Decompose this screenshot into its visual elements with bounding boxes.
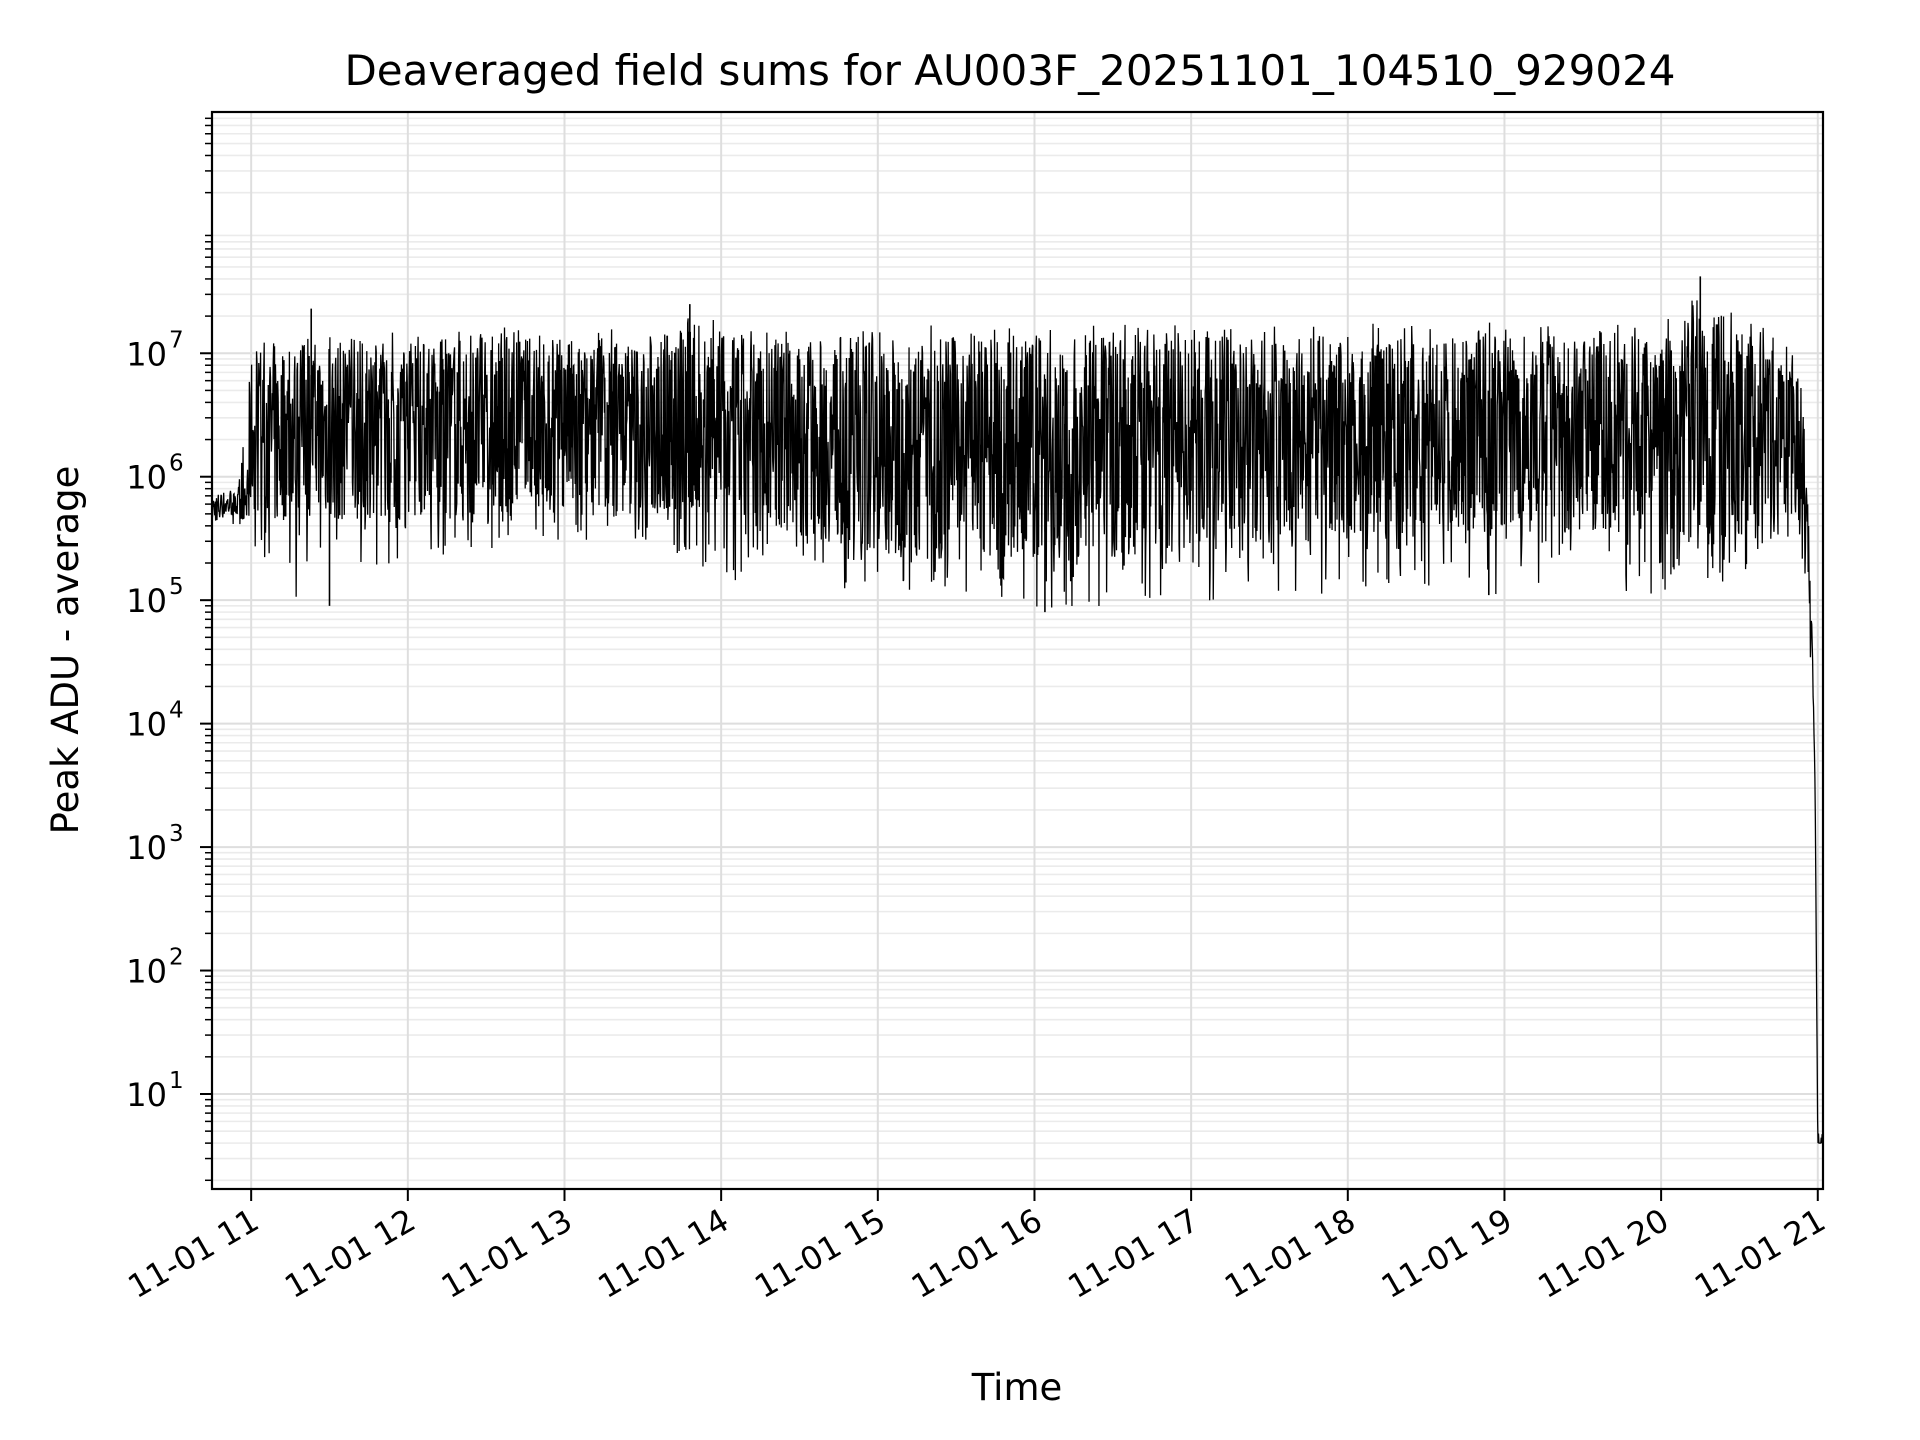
y-tick-exponent: 6 [169,451,184,477]
x-tick-label: 11-01 17 [1062,1201,1206,1306]
series-line [211,300,1824,1144]
y-tick-label: 10 [126,459,167,497]
plot-frame [210,110,1825,1191]
y-tick-label: 10 [126,706,167,744]
y-tick-label: 10 [126,335,167,373]
x-tick-label: 11-01 21 [1688,1201,1832,1306]
y-tick-exponent: 5 [169,574,184,600]
y-axis-label: Peak ADU - average [44,466,87,835]
y-tick-label: 10 [126,953,167,991]
plot-area [211,276,1824,1144]
x-tick-label: 11-01 12 [278,1201,422,1306]
x-axis: 11-01 11 11-01 12 11-01 13 11-01 14 11-01 15… [122,1189,1832,1306]
x-tick-label: 11-01 20 [1532,1201,1676,1306]
x-tick-label: 11-01 14 [592,1201,736,1306]
x-tick-label: 11-01 11 [122,1201,266,1306]
y-tick-exponent: 3 [169,821,184,847]
y-tick-exponent: 7 [169,327,184,353]
x-tick-label: 11-01 18 [1218,1201,1362,1306]
y-tick-exponent: 2 [169,945,184,971]
y-tick-exponent: 1 [169,1068,184,1094]
x-tick-label: 11-01 15 [748,1201,892,1306]
y-tick-label: 10 [126,1076,167,1114]
y-tick-label: 10 [126,829,167,867]
x-tick-label: 11-01 16 [905,1201,1049,1306]
chart-title: Deaveraged field sums for AU003F_2025110… [344,46,1675,95]
x-tick-label: 11-01 13 [435,1201,579,1306]
y-tick-label: 10 [126,582,167,620]
x-tick-label: 11-01 19 [1375,1201,1519,1306]
grid-lines [212,112,1823,1189]
y-tick-exponent: 4 [169,698,184,724]
x-axis-label: Time [971,1366,1063,1409]
